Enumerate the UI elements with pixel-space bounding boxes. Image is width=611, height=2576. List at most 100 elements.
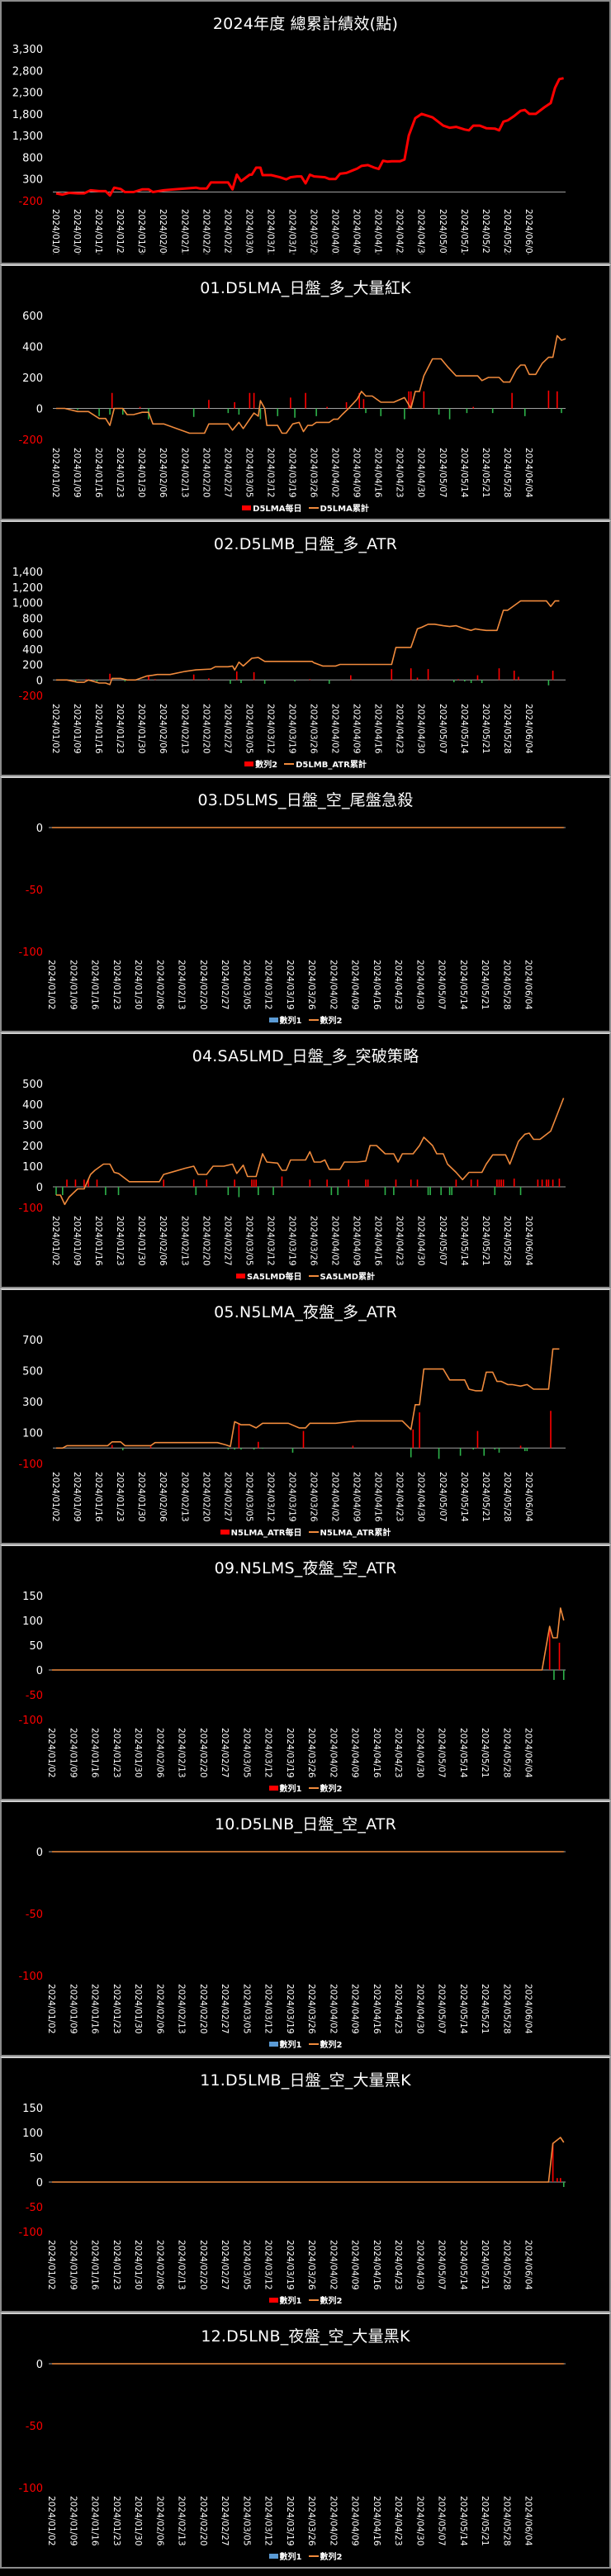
- legend-bar-swatch-icon: [268, 1017, 278, 1022]
- legend-bar-swatch-icon: [268, 2553, 278, 2559]
- x-tick-label: 2024/04/09: [352, 1216, 362, 1266]
- chart-title: 11.D5LMB_日盤_空_大量黑K: [200, 2071, 411, 2090]
- x-tick-label: 2024/02/27: [220, 2496, 230, 2546]
- y-tick-label: 0: [36, 1665, 43, 1677]
- x-tick-label: 2024/05/14: [458, 1984, 468, 2034]
- x-tick-label: 2024/01/30: [136, 704, 146, 754]
- x-tick-label: 2024/03/26: [309, 448, 319, 498]
- x-tick-label: 2024/05/07: [437, 2240, 447, 2290]
- x-tick-label: 2024/01/16: [93, 704, 103, 754]
- x-tick-label: 2024/02/27: [222, 209, 232, 254]
- x-tick-label: 2024/01/30: [136, 448, 146, 498]
- x-tick-label: 2024/05/07: [437, 960, 447, 1010]
- y-tick-label: -100: [18, 1203, 43, 1215]
- x-tick-label: 2024/05/21: [481, 448, 490, 498]
- x-tick-label: 2024/03/05: [244, 704, 253, 754]
- x-tick-label: 2024/04/23: [395, 448, 405, 498]
- x-tick-label: 2024/03/19: [285, 1984, 295, 2034]
- chart-panel-c04: 04.SA5LMD_日盤_多_突破策略 500 400 300 200 100 0 -100…: [0, 1032, 611, 1288]
- x-tick-label: 2024/05/07: [437, 1728, 447, 1778]
- y-tick-label: -200: [18, 434, 43, 447]
- x-tick-label: 2024/02/06: [158, 1216, 168, 1266]
- x-tick-label: 2024/02/06: [158, 704, 168, 754]
- x-tick-label: 2024/03/05: [241, 2240, 251, 2290]
- legend-bar-swatch-icon: [235, 1273, 245, 1279]
- x-tick-label: 2024/05/14: [458, 2240, 468, 2290]
- y-tick-label: 400: [22, 644, 43, 657]
- y-tick-label: 500: [22, 1079, 43, 1091]
- chart-plot: 600 400 200 0 -200 2024/01/02 2024/01/09 2024/0…: [18, 311, 566, 498]
- chart-legend: 數列1 數列2: [2, 1013, 609, 1026]
- x-tick-label: 2024/03/12: [265, 448, 275, 498]
- x-tick-label: 2024/05/21: [481, 704, 490, 754]
- x-tick-label: 2024/05/28: [501, 2496, 511, 2546]
- x-tick-label: 2024/04/16: [373, 1216, 383, 1266]
- x-tick-label: 2024/03/19: [287, 1216, 296, 1266]
- x-tick-label: 2024/03/05: [241, 960, 251, 1010]
- x-tick-label: 2024/05/28: [502, 1216, 512, 1266]
- legend-label: D5LMB_ATR累計: [296, 761, 367, 770]
- chart-plot: 700 500 300 100 -100 2024/01/02 2024/01/09 2024…: [18, 1335, 566, 1522]
- x-tick-label: 2024/04/02: [328, 1984, 338, 2034]
- chart-plot: 1,400 1,200 1,000 800 600 400 200 0 -200 2024/01/…: [12, 567, 566, 754]
- chart-title: 03.D5LMS_日盤_空_尾盤急殺: [197, 791, 414, 809]
- x-tick-label: 2024/04/02: [330, 448, 340, 498]
- x-tick-label: 2024/04/16: [373, 1472, 383, 1522]
- x-tick-label: 2024/03/12: [265, 1216, 275, 1266]
- y-tick-label: 800: [22, 613, 43, 625]
- x-tick-label: 2024/03/26: [306, 2240, 316, 2290]
- x-tick-label: 2024/01/09: [72, 704, 82, 754]
- x-tick-label: 2024/04/02: [330, 704, 340, 754]
- chart-panel-c10: 10.D5LNB_日盤_空_ATR 0 -50 -100 2024/01/02 2024…: [0, 1800, 611, 2057]
- x-tick-label: 2024/02/06: [158, 448, 168, 498]
- y-tick-label: -50: [26, 1690, 43, 1702]
- x-tick-label: 2024/01/09: [72, 1216, 82, 1266]
- y-tick-label: -200: [18, 690, 43, 703]
- x-tick-label: 2024/03/19: [285, 960, 295, 1010]
- y-tick-label: 2,800: [12, 65, 43, 78]
- x-tick-label: 2024/02/20: [201, 448, 211, 498]
- x-tick-label: 2024/03/26: [306, 960, 316, 1010]
- legend-line-swatch-icon: [308, 1018, 319, 1021]
- y-tick-label: 50: [29, 2152, 43, 2165]
- x-tick-label: 2024/01/09: [72, 209, 82, 254]
- x-tick-label: 2024/01/09: [72, 448, 82, 498]
- x-tick-label: 2024/05/14: [459, 448, 469, 498]
- x-tick-label: 2024/03/12: [265, 1472, 275, 1522]
- x-tick-label: 2024/01/23: [111, 2496, 121, 2546]
- x-tick-label: 2024/06/04: [523, 1728, 533, 1778]
- x-tick-label: 2024/05/21: [481, 209, 490, 254]
- x-tick-label: 2024/05/14: [459, 1216, 469, 1266]
- legend-line-swatch-icon: [308, 506, 319, 509]
- x-tick-label: 2024/05/14: [459, 209, 469, 254]
- y-tick-label: 1,000: [12, 598, 43, 610]
- x-tick-label: 2024/03/12: [263, 960, 273, 1010]
- x-tick-label: 2024/01/23: [115, 1216, 125, 1266]
- x-tick-label: 2024/04/23: [393, 1984, 403, 2034]
- x-tick-label: 2024/01/09: [72, 1472, 82, 1522]
- chart-legend: 數列1 數列2: [2, 2294, 609, 2306]
- x-tick-label: 2024/04/16: [373, 209, 383, 254]
- x-tick-label: 2024/04/16: [372, 960, 381, 1010]
- x-tick-label: 2024/03/05: [244, 209, 253, 254]
- x-tick-label: 2024/03/26: [306, 1728, 316, 1778]
- x-tick-label: 2024/01/02: [46, 1728, 56, 1778]
- chart-panel-total: 2024年度 總累計績效(點) 3,300 2,800 2,300 1,800 1,30…: [0, 0, 611, 264]
- y-tick-label: 150: [22, 2103, 43, 2115]
- legend-label: 數列2: [255, 761, 278, 770]
- y-tick-label: 0: [36, 2359, 43, 2371]
- x-tick-label: 2024/03/19: [285, 2496, 295, 2546]
- y-tick-label: 0: [36, 2177, 43, 2189]
- y-tick-label: 300: [22, 174, 43, 187]
- chart-title: 04.SA5LMD_日盤_多_突破策略: [192, 1047, 419, 1065]
- chart-legend: 數列1 數列2: [2, 2550, 609, 2562]
- legend-label: 數列2: [320, 2297, 343, 2306]
- y-tick-label: 200: [22, 660, 43, 672]
- x-tick-label: 2024/03/26: [309, 1216, 319, 1266]
- y-tick-label: -100: [18, 1459, 43, 1471]
- y-tick-label: 400: [22, 1099, 43, 1112]
- x-tick-label: 2024/01/02: [50, 209, 60, 254]
